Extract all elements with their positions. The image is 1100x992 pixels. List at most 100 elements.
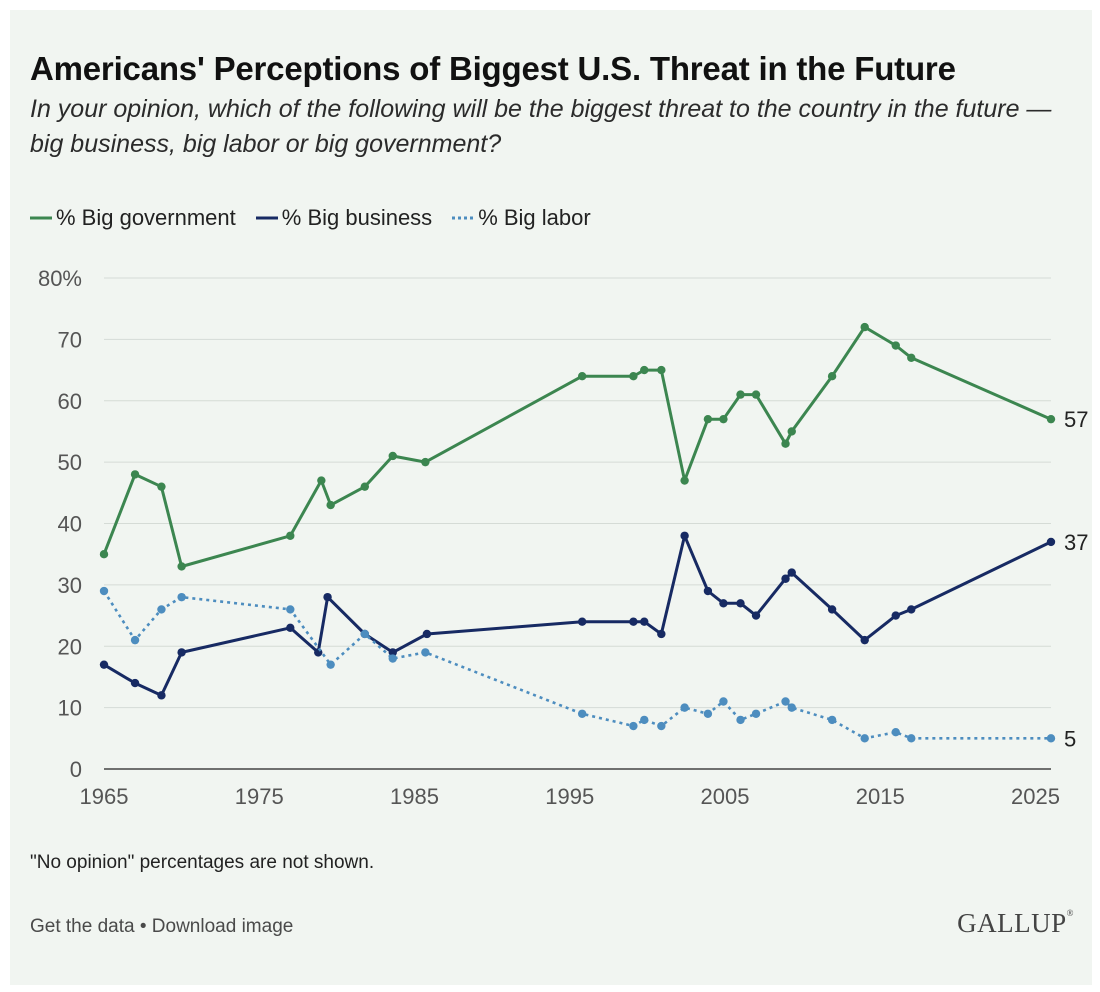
x-tick-label: 2015 <box>856 784 905 809</box>
data-point-big-government <box>157 482 166 491</box>
data-point-big-business <box>177 648 186 657</box>
data-point-big-business <box>907 605 916 614</box>
legend-label-big-business: % Big business <box>281 205 433 230</box>
data-point-big-government <box>736 390 745 399</box>
data-point-big-labor <box>326 660 335 669</box>
data-point-big-labor <box>680 703 689 712</box>
data-point-big-government <box>827 372 837 381</box>
chart-title: Americans' Perceptions of Biggest U.S. T… <box>30 50 956 87</box>
y-tick-label: 10 <box>58 696 82 721</box>
footer-links: Get the data • Download image <box>30 916 293 938</box>
data-point-big-government <box>130 470 140 479</box>
y-tick-label: 0 <box>70 757 82 782</box>
gallup-logo-text: GALLUP <box>957 908 1067 938</box>
data-point-big-labor <box>360 629 370 639</box>
data-point-big-government <box>360 482 370 491</box>
legend-swatch-big-business <box>255 216 278 220</box>
data-point-big-business <box>703 586 713 596</box>
chart-subtitle: In your opinion, which of the following … <box>30 95 1052 158</box>
legend-item-big-labor: % Big labor <box>452 205 591 231</box>
data-point-big-business <box>577 617 587 626</box>
chart-card: Americans' Perceptions of Biggest U.S. T… <box>10 10 1092 985</box>
data-point-big-government <box>657 365 666 375</box>
data-point-big-labor <box>891 727 900 737</box>
data-point-big-business <box>157 691 166 700</box>
data-point-big-business <box>422 629 432 639</box>
series-line-big-business <box>103 534 1052 697</box>
data-point-big-government <box>177 562 186 571</box>
data-point-big-government <box>388 451 397 461</box>
get-data-link[interactable]: Get the data <box>30 916 135 937</box>
data-point-big-business <box>719 599 728 608</box>
end-label-big-government: 57 <box>1064 407 1088 432</box>
data-point-big-business <box>787 568 796 577</box>
footnote: "No opinion" percentages are not shown. <box>30 852 375 873</box>
data-point-big-labor <box>781 697 790 706</box>
data-point-big-government <box>751 390 761 399</box>
data-point-big-labor <box>736 715 745 725</box>
data-point-big-government <box>781 439 790 448</box>
data-point-big-business <box>640 617 649 626</box>
data-point-big-government <box>317 476 326 485</box>
data-point-big-government <box>860 322 869 332</box>
end-label-big-labor: 5 <box>1064 726 1076 751</box>
y-tick-label: 70 <box>58 327 82 352</box>
legend-item-big-business: % Big business <box>255 205 433 231</box>
x-tick-label: 1975 <box>235 784 284 809</box>
data-point-big-labor <box>99 586 109 596</box>
registered-mark: ® <box>1066 908 1074 918</box>
data-point-big-government <box>787 427 796 436</box>
data-point-big-government <box>640 365 649 375</box>
series-line-big-government <box>102 325 1052 568</box>
series-line-big-labor <box>102 590 1051 740</box>
data-point-big-labor <box>388 654 397 663</box>
data-point-big-business <box>286 623 295 633</box>
data-point-big-business <box>657 629 666 639</box>
data-point-big-labor <box>657 721 666 731</box>
data-point-big-government <box>286 531 295 540</box>
data-point-big-labor <box>1046 734 1056 743</box>
x-tick-label: 2005 <box>701 784 750 809</box>
download-image-link[interactable]: Download image <box>151 916 294 937</box>
y-tick-label: 20 <box>58 634 82 659</box>
x-tick-label: 1985 <box>390 784 439 809</box>
data-point-big-government <box>99 549 109 559</box>
y-tick-label: 40 <box>58 512 82 537</box>
data-point-big-labor <box>157 605 166 614</box>
legend-label-big-labor: % Big labor <box>478 205 591 230</box>
data-point-big-business <box>629 617 638 626</box>
data-point-big-business <box>388 648 397 657</box>
data-point-big-business <box>323 592 332 602</box>
x-tick-label: 2025 <box>1011 784 1060 809</box>
data-point-big-labor <box>907 734 916 743</box>
data-point-big-government <box>421 457 430 467</box>
data-point-big-business <box>860 635 869 645</box>
data-point-big-government <box>326 500 335 510</box>
data-point-big-business <box>891 611 900 620</box>
data-point-big-government <box>577 372 587 381</box>
data-point-big-labor <box>577 709 587 718</box>
data-point-big-business <box>680 531 689 540</box>
data-point-big-government <box>907 353 916 362</box>
data-point-big-business <box>751 611 761 620</box>
data-point-big-business <box>1046 537 1056 547</box>
gallup-logo: GALLUP® <box>957 908 1074 939</box>
y-tick-label: 80% <box>38 266 82 291</box>
y-tick-label: 50 <box>58 450 82 475</box>
data-point-big-labor <box>286 605 295 614</box>
data-point-big-labor <box>177 592 186 602</box>
end-label-big-business: 37 <box>1064 530 1088 555</box>
x-tick-label: 1965 <box>80 784 129 809</box>
data-point-big-labor <box>703 709 713 718</box>
legend-label-big-government: % Big government <box>56 205 236 230</box>
data-point-big-labor <box>751 709 761 718</box>
line-chart: 0 10 20 30 40 50 60 70 80% 1965 1975 1985 1995 2005 20… <box>38 266 1089 809</box>
data-point-big-labor <box>130 635 140 645</box>
y-tick-label: 60 <box>58 389 82 414</box>
data-point-big-business <box>99 660 109 669</box>
data-point-big-labor <box>860 734 869 743</box>
data-point-big-labor <box>787 703 796 712</box>
data-point-big-government <box>891 341 900 350</box>
data-point-big-labor <box>640 715 649 725</box>
legend-swatch-big-labor <box>452 216 475 220</box>
